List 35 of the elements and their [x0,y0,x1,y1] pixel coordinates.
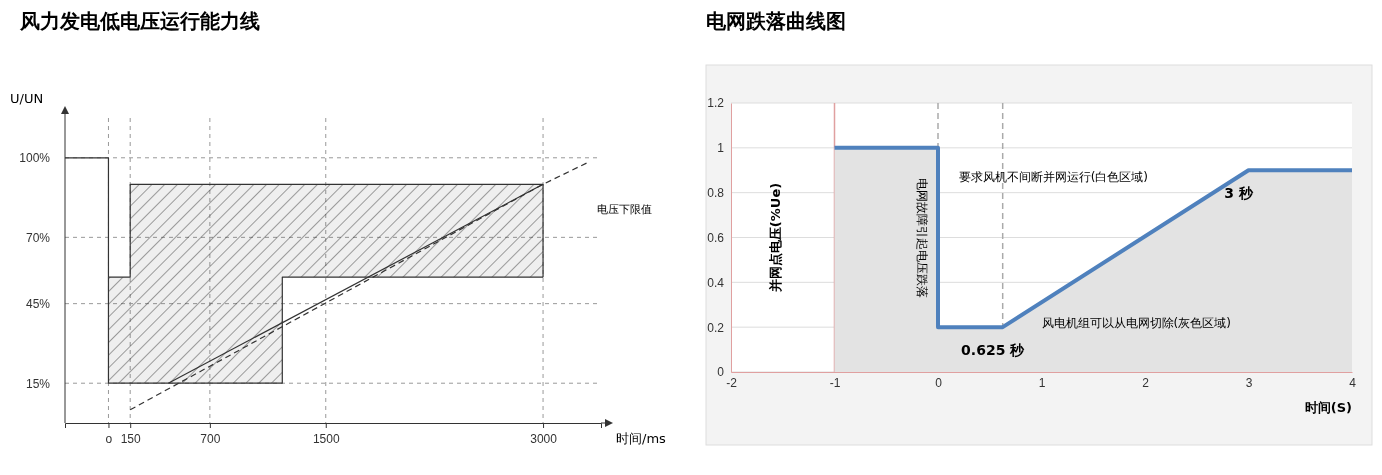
x-tick-label: 3 [1245,376,1253,390]
x-tick-label: 150 [120,432,142,446]
y-tick-label: 0.8 [707,186,725,201]
y-tick-label: 1.2 [707,96,725,111]
y-tick-label: 0.4 [707,275,725,290]
y-tick-label: 0.6 [707,230,725,245]
x-tick-label: 1500 [312,432,340,446]
x-axis-title: 时间(S) [1304,400,1352,415]
annotation: 风电机组可以从电网切除(灰色区域) [1041,316,1231,331]
y-tick-label: 0.2 [707,320,725,335]
x-tick-label: -1 [829,376,841,390]
annotation: 0.625 秒 [961,342,1026,359]
ref-line-label: 电网故障引起电压跌落 [915,177,929,298]
text: 电压下限值 [596,203,652,217]
x-tick-label: 2 [1142,376,1150,390]
x-tick-label: -2 [726,376,738,390]
annotation: 3 秒 [1224,185,1254,202]
x-tick-label: 0 [935,376,943,390]
y-tick-label: 15% [25,376,51,391]
y-tick-label: 1 [717,141,725,156]
y-tick-label: 45% [25,296,51,311]
y-tick-label: 70% [25,230,51,245]
x-tick-label: o [105,432,113,446]
chart-title: 风力发电低电压运行能力线 [19,9,260,33]
x-tick-label: 4 [1349,376,1357,390]
x-tick-label: 1 [1038,376,1046,390]
chart-title: 电网跌落曲线图 [706,9,846,33]
x-axis-title: 时间/ms [616,431,667,446]
y-tick-label: 100% [19,151,51,166]
x-tick-label: 3000 [530,432,558,446]
y-axis-title: 并网点电压(%Ue) [767,182,783,294]
annotation: 要求风机不间断并网运行(白色区域) [958,170,1149,185]
y-axis-title: U/UN [10,91,44,106]
x-tick-label: 700 [200,432,221,446]
y-tick-label: 0 [717,365,725,380]
